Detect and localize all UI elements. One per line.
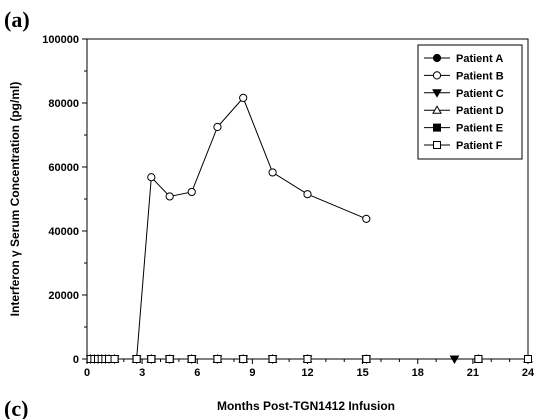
x-tick-label: 24: [522, 367, 535, 379]
legend-label-patient-a: Patient A: [456, 53, 503, 65]
data-point-patient-f: [303, 355, 312, 363]
series-patient-b: [86, 93, 371, 364]
legend-marker-patient-d: [432, 105, 442, 114]
data-point-patient-f: [362, 355, 371, 363]
x-tick-label: 9: [249, 367, 255, 379]
x-axis-title: Months Post-TGN1412 Infusion: [217, 399, 395, 413]
y-tick-label: 20000: [48, 290, 79, 302]
data-point-patient-f: [524, 355, 532, 363]
legend-marker-patient-e: [433, 123, 441, 132]
data-point-patient-f: [268, 355, 277, 363]
data-point-patient-b: [362, 214, 371, 223]
data-point-patient-f: [165, 355, 174, 363]
legend-label-patient-b: Patient B: [456, 70, 504, 82]
data-point-patient-f: [239, 355, 248, 363]
data-point-patient-b: [239, 93, 248, 102]
data-point-patient-f: [474, 355, 483, 363]
legend-label-patient-c: Patient C: [456, 88, 504, 100]
x-tick-label: 3: [139, 367, 145, 379]
data-point-patient-b: [213, 122, 222, 132]
x-tick-label: 6: [194, 367, 200, 379]
x-tick-label: 15: [357, 367, 369, 379]
y-tick-label: 0: [73, 354, 79, 366]
data-point-patient-b: [187, 187, 196, 197]
legend-marker-patient-a: [432, 53, 442, 63]
y-tick-label: 60000: [48, 162, 79, 174]
x-tick-label: 0: [84, 367, 90, 379]
x-tick-label: 21: [467, 367, 479, 379]
legend-box: [417, 44, 523, 160]
data-point-patient-f: [213, 355, 222, 363]
series-patient-f: [86, 355, 532, 363]
y-tick-label: 80000: [48, 98, 79, 110]
legend-label-patient-e: Patient E: [456, 123, 503, 135]
series-line-patient-b: [90, 96, 367, 360]
legend: Patient A Patient B Patient C Patient D Pati…: [417, 44, 523, 160]
legend-label-patient-f: Patient F: [456, 140, 503, 152]
data-point-patient-b: [165, 192, 174, 201]
data-point-patient-b: [303, 190, 312, 199]
data-point-patient-f: [132, 355, 141, 363]
legend-marker-patient-f: [433, 141, 441, 149]
y-tick-label: 100000: [42, 34, 79, 46]
panel-label: (a): [4, 7, 30, 32]
data-point-patient-f: [187, 355, 196, 363]
series-layer: [85, 93, 533, 365]
y-tick-label: 40000: [48, 226, 79, 238]
data-point-patient-b: [147, 173, 156, 182]
data-point-patient-b: [268, 168, 277, 177]
legend-label-patient-d: Patient D: [456, 105, 504, 117]
x-tick-label: 12: [301, 367, 313, 379]
data-point-patient-f: [147, 355, 156, 363]
x-tick-label: 18: [412, 367, 424, 379]
next-panel-label: (c): [4, 396, 28, 419]
legend-marker-patient-b: [432, 71, 442, 80]
data-point-patient-f: [110, 355, 119, 363]
legend-marker-patient-c: [432, 89, 442, 98]
y-axis-title: Interferon γ Serum Concentration (pg/ml): [8, 82, 22, 317]
